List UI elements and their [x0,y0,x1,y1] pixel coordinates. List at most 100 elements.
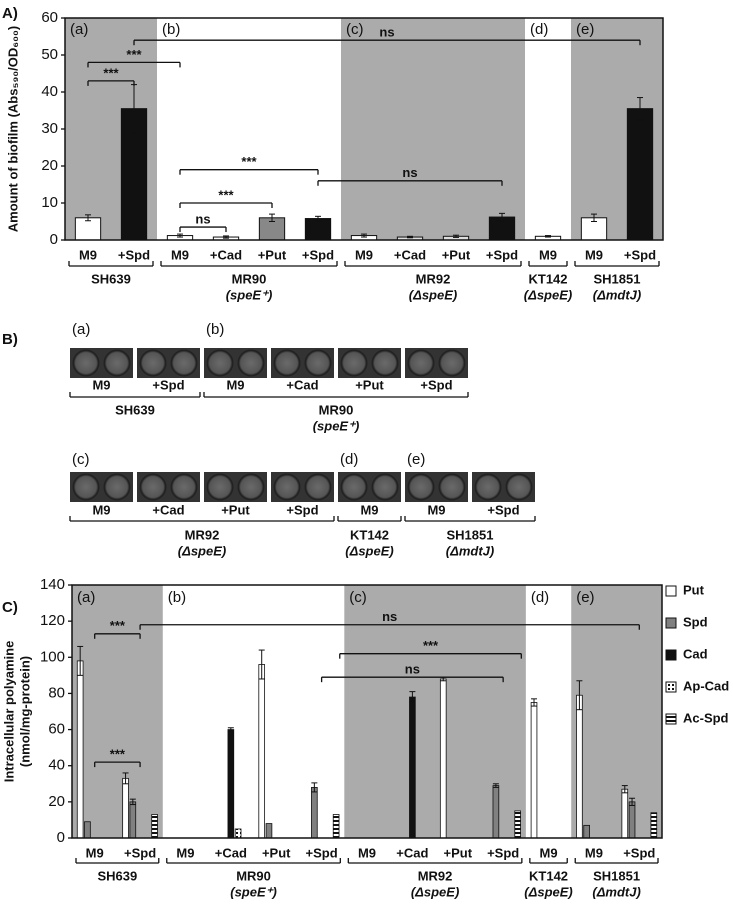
group-shading [72,585,163,838]
y-tick-label: 140 [40,576,65,593]
bar [409,696,416,839]
group-shading [341,18,525,240]
well [505,473,533,501]
y-axis-label: Intracellular polyamine [1,641,16,783]
significance-label: ns [382,609,397,624]
strain-label: SH1851 [593,868,640,883]
strain-label: MR90 [319,402,354,417]
y-tick-label: 40 [41,83,58,100]
significance-label: *** [423,638,439,653]
legend-swatch [665,713,677,725]
well [304,473,332,501]
well-label: +Put [221,502,250,517]
x-tick-label: +Spd [623,845,655,860]
x-tick-label: M9 [585,845,603,860]
well [72,473,100,501]
group-letter: (e) [576,21,594,38]
genotype-label: (ΔspeE) [409,287,457,302]
well-label: +Spd [420,377,452,392]
significance-label: *** [103,65,119,80]
group-letter: (b) [162,21,180,38]
well [407,473,435,501]
group-letter: (c) [349,589,367,606]
significance-label: ns [405,662,420,677]
well [103,349,131,377]
well-label: M9 [360,502,378,517]
y-axis-label: Amount of biofilm (Abs₅₉₀/OD₆₀₀) [5,26,20,232]
strain-label: MR90 [236,868,271,883]
genotype-label: (ΔspeE) [524,287,572,302]
well-label: +Spd [487,502,519,517]
x-tick-label: M9 [540,845,558,860]
x-tick-label: M9 [585,247,603,262]
genotype-label: (speE⁺) [230,884,277,899]
bar [583,824,590,839]
y-tick-label: 50 [41,46,58,63]
y-tick-label: 80 [48,684,65,701]
group-letter: (d) [530,21,548,38]
group-letter: (c) [72,451,90,468]
x-tick-label: +Cad [210,247,242,262]
group-letter: (d) [340,451,358,468]
strain-label: KT142 [528,271,567,286]
legend-label: Spd [683,614,708,629]
y-tick-label: 20 [48,793,65,810]
x-tick-label: M9 [79,247,97,262]
well-label: M9 [427,502,445,517]
group-letter: (e) [407,451,425,468]
significance-label: ns [379,25,394,40]
x-tick-label: +Spd [302,247,334,262]
y-tick-label: 40 [48,757,65,774]
strain-label: SH1851 [447,527,494,542]
well [304,349,332,377]
x-tick-label: +Spd [486,247,518,262]
legend-swatch [665,617,677,629]
bar [514,810,521,839]
bar [227,729,235,839]
y-tick-label: 10 [41,194,58,211]
x-tick-label: M9 [171,247,189,262]
x-tick-label: +Put [442,247,471,262]
x-tick-label: +Cad [215,845,247,860]
y-axis-label: (nmol/mg-protein) [17,656,32,767]
bar [258,664,266,839]
significance-label: *** [126,47,142,62]
y-tick-label: 100 [40,648,65,665]
y-tick-label: 0 [50,231,58,248]
strain-label: MR92 [416,271,451,286]
well [407,349,435,377]
well [206,473,234,501]
x-tick-label: M9 [355,247,373,262]
well [170,473,198,501]
x-tick-label: +Cad [394,247,426,262]
x-tick-label: +Put [443,845,472,860]
bar [304,218,332,241]
well [273,473,301,501]
well-label: +Cad [152,502,184,517]
bar [311,787,318,839]
bar [332,814,340,839]
bar [650,812,658,839]
strain-label: SH639 [115,402,155,417]
genotype-label: (ΔmdtJ) [592,884,640,899]
group-letter: (b) [206,321,224,338]
bar [84,821,91,839]
well-label: M9 [226,377,244,392]
well [206,349,234,377]
group-letter: (b) [168,589,186,606]
well [340,349,368,377]
significance-label: *** [110,747,126,762]
well [72,349,100,377]
strain-label: SH639 [91,271,131,286]
bar [530,702,538,839]
genotype-label: (ΔspeE) [178,543,226,558]
y-tick-label: 20 [41,157,58,174]
x-tick-label: +Spd [306,845,338,860]
bar [129,801,137,839]
panel-label: B) [2,331,18,348]
well-label: +Cad [286,377,318,392]
genotype-label: (ΔspeE) [411,884,459,899]
group-letter: (d) [531,589,549,606]
legend-label: Ac-Spd [683,710,729,725]
